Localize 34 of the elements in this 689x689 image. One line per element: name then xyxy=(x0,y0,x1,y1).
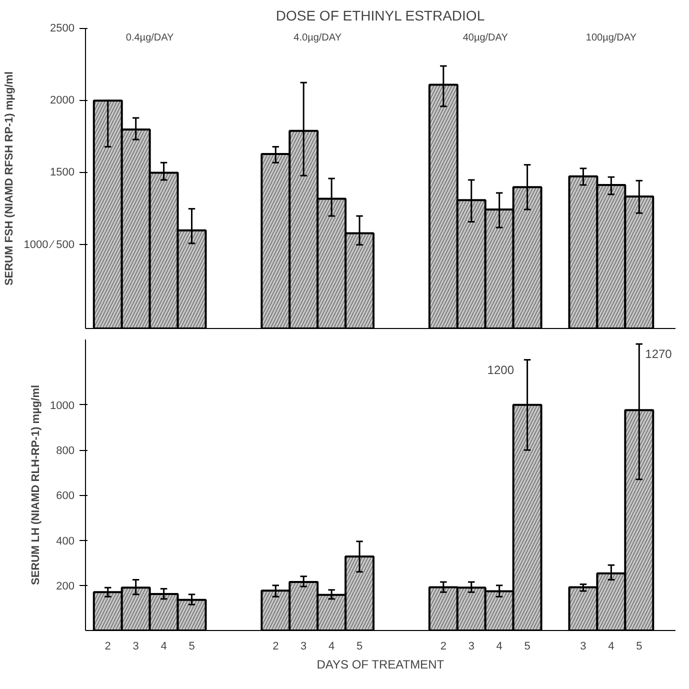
y-tick-label: 1500 xyxy=(50,166,75,179)
chart-title: DOSE OF ETHINYL ESTRADIOL xyxy=(276,8,485,24)
annotation: 4.0µg/DAY xyxy=(294,32,342,44)
x-tick-label: 3 xyxy=(468,640,474,652)
y-tick-label: 1000 ⁄ 500 xyxy=(24,238,75,251)
annotation: 100µg/DAY xyxy=(586,32,637,44)
y-tick-label: 400 xyxy=(56,535,75,548)
annotation: 40µg/DAY xyxy=(462,32,508,44)
annotation: 1270 xyxy=(645,347,672,362)
y-axis-title: SERUM LH (NIAMD RLH-RP-1) mµg/ml xyxy=(30,384,42,586)
y-tick-label: 600 xyxy=(56,490,75,502)
x-tick-label: 4 xyxy=(328,640,335,652)
y-tick-label: 200 xyxy=(56,580,75,592)
x-tick-label: 3 xyxy=(132,640,139,652)
x-axis-title: DAYS OF TREATMENT xyxy=(316,658,445,672)
annotation: 1200 xyxy=(487,362,514,377)
x-tick-label: 4 xyxy=(496,640,502,652)
x-tick-label: 4 xyxy=(608,640,614,652)
x-tick-label: 5 xyxy=(188,640,195,652)
y-axis-title: SERUM FSH (NIAMD RFSH RP-1) mµg/ml xyxy=(4,71,16,286)
y-tick-label: 1000 xyxy=(50,400,75,412)
y-tick-label: 2500 xyxy=(50,22,75,34)
x-tick-label: 2 xyxy=(104,640,111,652)
x-tick-label: 2 xyxy=(272,640,279,652)
x-tick-label: 3 xyxy=(580,640,586,652)
x-tick-label: 3 xyxy=(300,640,307,652)
x-tick-label: 5 xyxy=(524,640,530,652)
x-tick-label: 4 xyxy=(160,640,167,652)
x-tick-label: 5 xyxy=(356,640,363,652)
annotation: 0.4µg/DAY xyxy=(126,32,174,44)
y-tick-label: 2000 xyxy=(50,94,75,107)
x-tick-label: 5 xyxy=(636,640,642,652)
x-tick-label: 2 xyxy=(440,640,446,652)
y-tick-label: 800 xyxy=(56,445,75,458)
